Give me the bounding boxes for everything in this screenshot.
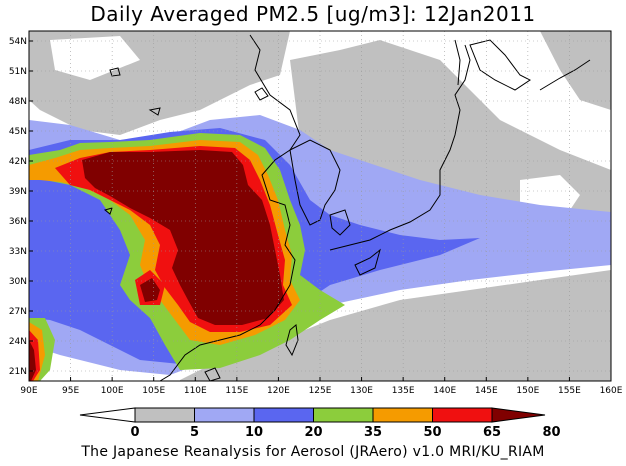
y-tick-label: 45N: [9, 127, 27, 137]
x-tick-label: 120E: [267, 386, 290, 396]
colorbar-label: 65: [483, 425, 501, 440]
x-tick-label: 90E: [20, 386, 37, 396]
x-axis-ticks: 90E 95E 100E 105E 110E 115E 120E 125E 130E 135E 14…: [20, 377, 623, 396]
colorbar-swatch: [253, 407, 314, 423]
x-tick-label: 135E: [392, 386, 415, 396]
x-tick-label: 110E: [184, 386, 207, 396]
colorbar-label: 80: [542, 425, 560, 440]
colorbar-label: 5: [190, 425, 199, 440]
map-grid: [29, 31, 611, 381]
x-tick-label: 150E: [516, 386, 539, 396]
colorbar-label: 20: [304, 425, 322, 440]
x-tick-label: 100E: [101, 386, 124, 396]
colorbar-swatch: [491, 407, 546, 423]
y-tick-label: 39N: [9, 187, 27, 197]
y-tick-label: 24N: [9, 337, 27, 347]
x-tick-label: 140E: [433, 386, 456, 396]
colorbar-swatch: [432, 407, 493, 423]
chart-title: Daily Averaged PM2.5 [ug/m3]: 12Jan2011: [90, 2, 536, 26]
y-tick-label: 27N: [9, 307, 27, 317]
y-tick-label: 42N: [9, 157, 27, 167]
footer-credit: The Japanese Reanalysis for Aerosol (JRA…: [81, 444, 545, 460]
y-tick-label: 54N: [9, 37, 27, 47]
y-axis-ticks: 21N 24N 27N 30N 33N 36N 39N 42N 45N 48N 51N 54N: [9, 37, 33, 377]
colorbar-label: 10: [245, 425, 263, 440]
colorbar-label: 35: [364, 425, 382, 440]
colorbar-swatch: [372, 407, 433, 423]
y-tick-label: 51N: [9, 67, 27, 77]
x-tick-label: 115E: [225, 386, 248, 396]
x-tick-label: 130E: [350, 386, 373, 396]
colorbar-label: 50: [423, 425, 441, 440]
x-tick-label: 105E: [142, 386, 165, 396]
colorbar-label: 0: [130, 425, 139, 440]
colorbar-swatch: [313, 407, 374, 423]
colorbar-swatch: [79, 407, 136, 423]
y-tick-label: 33N: [9, 247, 27, 257]
colorbar-swatch: [134, 407, 195, 423]
x-tick-label: 160E: [600, 386, 623, 396]
x-tick-label: 95E: [62, 386, 79, 396]
y-tick-label: 36N: [9, 217, 27, 227]
x-tick-label: 145E: [475, 386, 498, 396]
x-tick-label: 125E: [309, 386, 332, 396]
colorbar-swatch: [194, 407, 255, 423]
colorbar: 0 5 10 20 35 50 65 80: [79, 407, 561, 440]
y-tick-label: 21N: [9, 367, 27, 377]
y-tick-label: 30N: [9, 277, 27, 287]
y-tick-label: 48N: [9, 97, 27, 107]
x-tick-label: 155E: [558, 386, 581, 396]
